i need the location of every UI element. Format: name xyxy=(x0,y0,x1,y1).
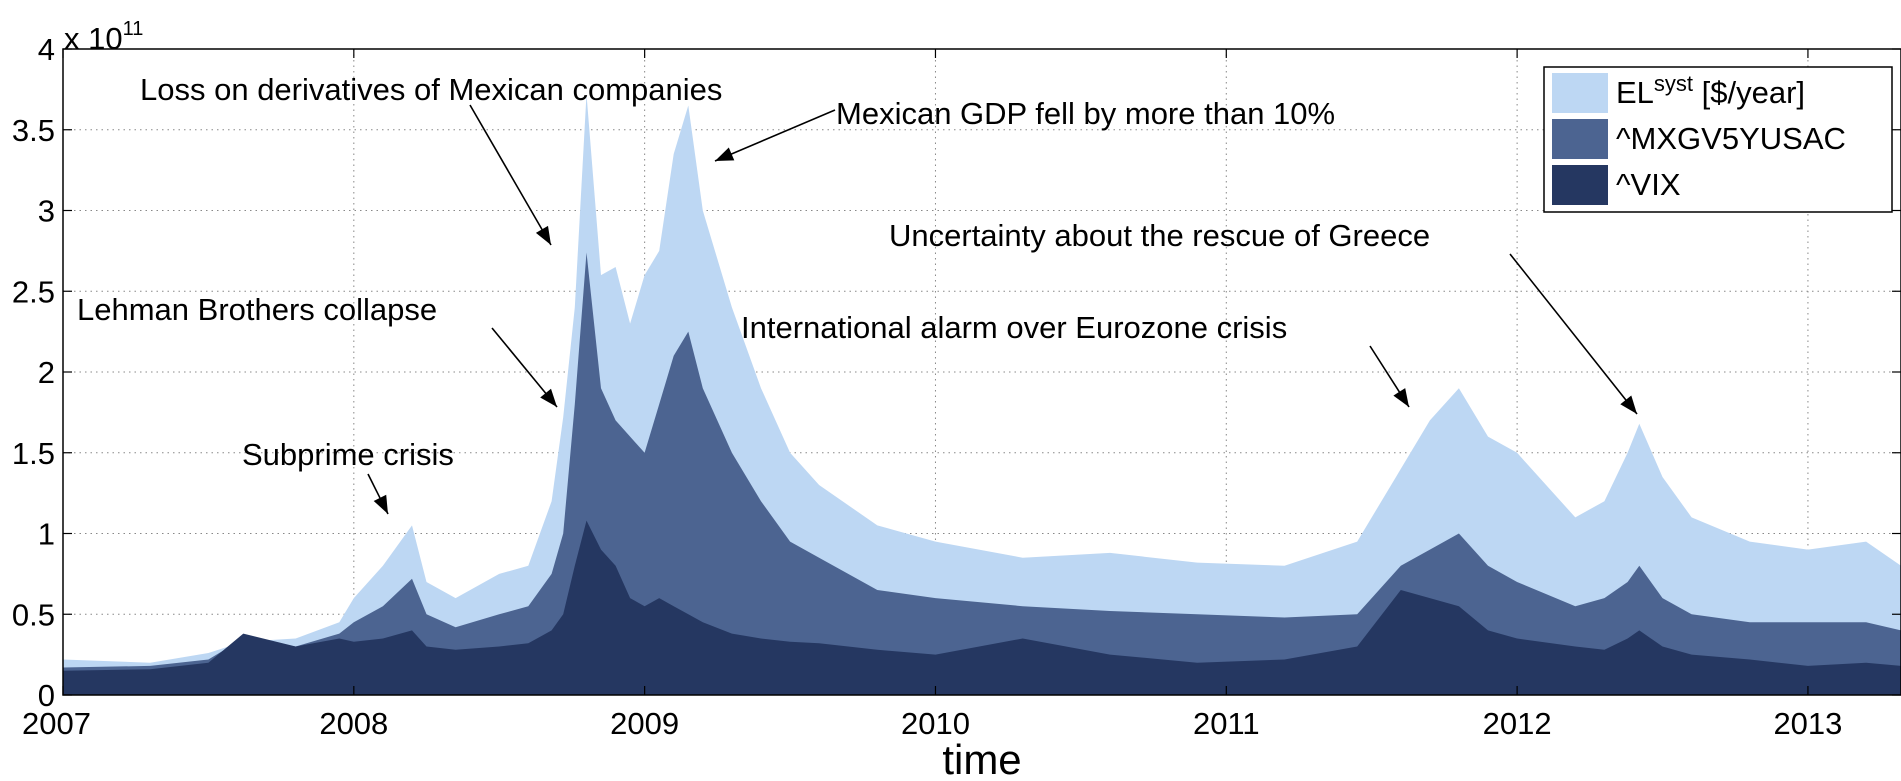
annotation-arrow-line xyxy=(714,109,836,162)
y-tick-label: 2 xyxy=(38,355,55,390)
annotation-label: Lehman Brothers collapse xyxy=(77,292,437,327)
x-tick-label: 2008 xyxy=(319,706,388,741)
x-tick-label: 2007 xyxy=(22,706,91,741)
annotation-label: Uncertainty about the rescue of Greece xyxy=(889,218,1430,253)
y-exponent-power: 11 xyxy=(123,18,144,40)
annotation-arrow-head xyxy=(540,388,557,407)
area-series-3 xyxy=(63,520,1901,695)
y-exponent-label: x 1011 xyxy=(64,18,143,56)
legend-label: ^MXGV5YUSAC xyxy=(1616,121,1846,156)
x-axis-label: time xyxy=(942,736,1021,781)
area-series-group xyxy=(63,94,1901,695)
x-tick-label: 2012 xyxy=(1483,706,1552,741)
annotation-label: International alarm over Eurozone crisis xyxy=(741,310,1287,345)
annotations: Subprime crisis Lehman Brothers collapse L… xyxy=(77,72,1638,515)
annotation-label: Mexican GDP fell by more than 10% xyxy=(836,96,1335,131)
x-tick-label: 2009 xyxy=(610,706,679,741)
x-tick-label: 2011 xyxy=(1193,706,1260,741)
y-tick-label: 1 xyxy=(38,517,55,552)
legend-swatch xyxy=(1552,119,1608,159)
legend: ELsyst [$/year] ^MXGV5YUSAC ^VIX xyxy=(1543,66,1893,213)
axis-ticks: 0 0.5 1 1.5 2 2.5 3 3.5 4 2007 2008 2009 2010 2011 201… xyxy=(12,32,1901,741)
annotation-arrow-head xyxy=(1620,395,1637,414)
y-tick-label: 3.5 xyxy=(12,113,55,148)
annotation-arrow-head xyxy=(1393,388,1409,407)
annotation-arrow-line xyxy=(1509,253,1638,415)
y-exponent-base: x 10 xyxy=(64,21,123,56)
annotation-label: Loss on derivatives of Mexican companies xyxy=(140,72,722,107)
x-tick-label: 2010 xyxy=(901,706,970,741)
annotation-label: Subprime crisis xyxy=(242,437,454,472)
y-tick-label: 0.5 xyxy=(12,597,55,632)
y-tick-label: 2.5 xyxy=(12,274,55,309)
legend-swatch xyxy=(1552,73,1608,113)
legend-label: ELsyst [$/year] xyxy=(1616,71,1805,110)
y-tick-label: 3 xyxy=(38,194,55,229)
area-series-2 xyxy=(63,252,1901,695)
y-tick-label: 1.5 xyxy=(12,436,55,471)
annotation-arrow-line xyxy=(469,104,552,246)
annotation-arrow-head xyxy=(373,494,388,514)
y-tick-label: 0 xyxy=(38,678,55,713)
legend-label: ^VIX xyxy=(1616,167,1681,202)
x-tick-label: 2013 xyxy=(1773,706,1842,741)
annotation-arrow-head xyxy=(715,147,735,161)
annotation-arrow-head xyxy=(535,225,551,245)
legend-swatch xyxy=(1552,165,1608,205)
y-tick-label: 4 xyxy=(38,32,55,67)
